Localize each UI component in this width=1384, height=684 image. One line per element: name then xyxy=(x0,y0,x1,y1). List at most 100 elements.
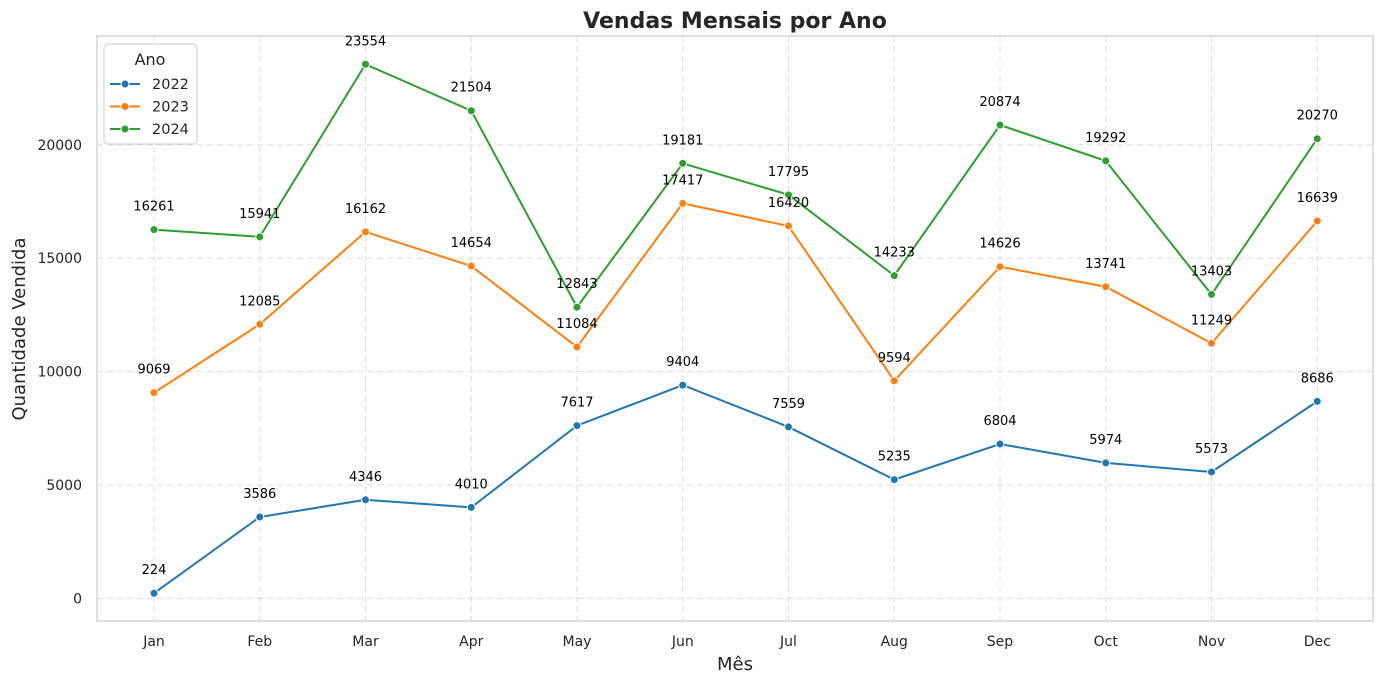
data-point-2022 xyxy=(678,380,688,390)
x-axis-label: Mês xyxy=(717,654,753,675)
data-point-2022 xyxy=(889,475,899,485)
legend-box xyxy=(103,43,198,145)
series-line-2023 xyxy=(153,202,1319,394)
data-label-2023: 17417 xyxy=(662,173,703,188)
data-point-2024 xyxy=(1207,289,1216,299)
data-point-2024 xyxy=(678,158,688,168)
x-tick-label: Aug xyxy=(881,634,908,650)
x-tick-label: May xyxy=(563,634,592,650)
data-point-2023 xyxy=(1101,282,1111,292)
data-label-2023: 14654 xyxy=(451,236,492,251)
data-point-2024 xyxy=(149,225,159,235)
data-point-2022 xyxy=(1207,467,1216,477)
data-label-2023: 9069 xyxy=(137,363,170,378)
data-point-2023 xyxy=(361,227,370,237)
y-tick-label: 10000 xyxy=(37,365,82,381)
data-labels: 224 3586 4346 4010 7617 9404 7559 5235 6804 5974 5… xyxy=(133,34,1338,578)
data-point-2024 xyxy=(255,232,265,242)
series-line-2024 xyxy=(153,62,1319,309)
y-tick-label: 20000 xyxy=(37,138,82,154)
data-label-2023: 9594 xyxy=(878,351,911,366)
data-point-2022 xyxy=(361,495,370,505)
data-point-2022 xyxy=(149,588,159,598)
legend: Ano 2022 2023 2024 xyxy=(103,43,198,145)
data-point-2022 xyxy=(466,502,476,512)
y-tick-label: 5000 xyxy=(46,478,82,494)
data-point-2024 xyxy=(1312,134,1322,144)
grid xyxy=(97,36,1373,621)
data-point-2022 xyxy=(1101,458,1111,468)
legend-label-2022: 2022 xyxy=(152,77,189,93)
data-label-2022: 7559 xyxy=(772,397,805,412)
legend-marker-2024 xyxy=(120,124,130,134)
data-point-2022 xyxy=(784,422,793,432)
data-label-2022: 3586 xyxy=(243,487,276,502)
data-point-2023 xyxy=(149,388,159,398)
data-label-2022: 5974 xyxy=(1089,433,1122,448)
y-tick-label: 0 xyxy=(73,591,82,607)
x-tick-label: Jan xyxy=(142,634,165,650)
data-point-2022 xyxy=(995,439,1005,449)
data-point-2023 xyxy=(255,319,265,329)
data-label-2022: 224 xyxy=(142,563,167,578)
data-point-2023 xyxy=(1312,216,1322,226)
data-point-2024 xyxy=(466,106,476,116)
data-label-2022: 7617 xyxy=(560,396,593,411)
data-label-2023: 14626 xyxy=(979,237,1020,252)
data-point-2023 xyxy=(572,342,582,352)
data-point-2024 xyxy=(995,120,1005,130)
y-axis-label: Quantidade Vendida xyxy=(9,237,30,420)
x-tick-label: Sep xyxy=(987,634,1014,650)
x-tick-label: Oct xyxy=(1094,634,1119,650)
data-point-2023 xyxy=(995,262,1005,272)
data-label-2024: 20270 xyxy=(1297,109,1338,124)
data-point-2023 xyxy=(678,198,688,208)
legend-label-2024: 2024 xyxy=(152,122,189,138)
data-label-2024: 14233 xyxy=(874,246,915,261)
data-label-2024: 19292 xyxy=(1085,131,1126,146)
data-label-2022: 4010 xyxy=(455,477,488,492)
legend-title: Ano xyxy=(135,50,166,69)
data-point-2022 xyxy=(572,421,582,431)
ticks: Jan Feb Mar Apr May Jun Jul Aug Sep Oct Nov Dec 0 500… xyxy=(37,138,1330,650)
data-point-2024 xyxy=(889,271,899,281)
x-tick-label: Mar xyxy=(352,634,379,650)
data-label-2024: 12843 xyxy=(556,277,597,292)
data-label-2022: 6804 xyxy=(983,414,1016,429)
data-label-2022: 5235 xyxy=(878,450,911,465)
data-label-2022: 4346 xyxy=(349,470,382,485)
data-label-2022: 9404 xyxy=(666,355,699,370)
data-point-2024 xyxy=(361,59,370,69)
plot-area xyxy=(96,35,1374,622)
data-point-2023 xyxy=(784,221,793,231)
data-label-2024: 19181 xyxy=(662,133,703,148)
data-label-2024: 17795 xyxy=(768,165,809,180)
data-label-2023: 11084 xyxy=(556,317,597,332)
data-label-2023: 11249 xyxy=(1191,313,1232,328)
legend-marker-2023 xyxy=(120,102,130,111)
data-point-2024 xyxy=(572,302,582,312)
legend-label-2023: 2023 xyxy=(152,100,189,116)
data-point-2024 xyxy=(1101,156,1111,166)
x-tick-label: Dec xyxy=(1304,634,1331,650)
y-tick-label: 15000 xyxy=(37,251,82,267)
legend-marker-2022 xyxy=(120,79,130,89)
data-label-2024: 13403 xyxy=(1191,264,1232,279)
data-label-2024: 21504 xyxy=(451,81,492,96)
x-tick-label: Jun xyxy=(671,634,694,650)
data-label-2023: 16420 xyxy=(768,196,809,211)
data-point-2023 xyxy=(466,261,476,271)
x-tick-label: Jul xyxy=(779,634,797,650)
data-label-2023: 16639 xyxy=(1297,191,1338,206)
data-label-2023: 16162 xyxy=(345,202,386,217)
data-point-2022 xyxy=(255,512,265,522)
chart-title: Vendas Mensais por Ano xyxy=(583,9,887,34)
data-label-2024: 16261 xyxy=(133,200,174,215)
x-tick-label: Feb xyxy=(247,634,272,650)
data-label-2023: 12085 xyxy=(239,294,280,309)
data-point-2023 xyxy=(1207,338,1216,348)
data-point-2022 xyxy=(1312,396,1322,406)
data-label-2022: 5573 xyxy=(1195,442,1228,457)
data-label-2022: 8686 xyxy=(1301,371,1334,386)
